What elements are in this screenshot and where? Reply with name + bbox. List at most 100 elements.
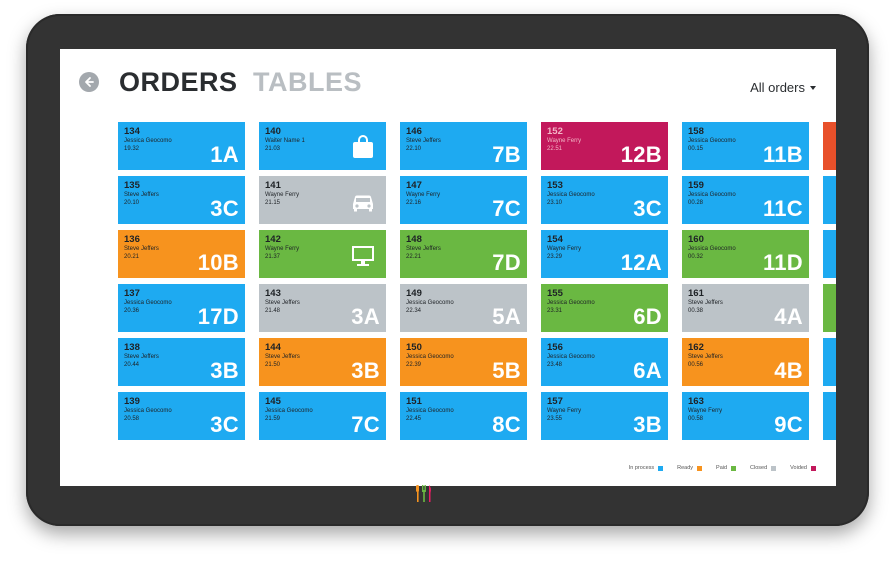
table-label: 8C <box>492 412 521 437</box>
order-tile-partial[interactable] <box>823 122 836 170</box>
order-tile[interactable]: 145 Jessica Geocomo 21.59 7C <box>259 392 386 440</box>
order-number: 146 <box>406 126 422 137</box>
order-tile[interactable]: 143 Steve Jeffers 21.48 3A <box>259 284 386 332</box>
order-tile-partial[interactable] <box>823 284 836 332</box>
order-tile[interactable]: 136 Steve Jeffers 20.21 10B <box>118 230 245 278</box>
order-tile[interactable]: 140 Waiter Name 1 21.03 <box>259 122 386 170</box>
order-tile-partial[interactable] <box>823 338 836 386</box>
status-legend: In process Ready Paid Closed Voided <box>629 465 816 471</box>
order-number: 136 <box>124 234 140 245</box>
order-time: 22.16 <box>406 200 422 206</box>
order-number: 157 <box>547 396 563 407</box>
order-time: 23.48 <box>547 362 563 368</box>
order-tile[interactable]: 162 Steve Jeffers 00.56 4B <box>682 338 809 386</box>
order-number: 159 <box>688 180 704 191</box>
waiter-name: Steve Jeffers <box>124 246 159 252</box>
table-label: 5A <box>492 304 521 329</box>
order-number: 144 <box>265 342 281 353</box>
order-tile[interactable]: 150 Jessica Geocomo 22.39 5B <box>400 338 527 386</box>
waiter-name: Jessica Geocomo <box>406 300 454 306</box>
order-tile[interactable]: 151 Jessica Geocomo 22.45 8C <box>400 392 527 440</box>
waiter-name: Jessica Geocomo <box>406 408 454 414</box>
order-tile[interactable]: 148 Steve Jeffers 22.21 7D <box>400 230 527 278</box>
order-tile-partial[interactable] <box>823 176 836 224</box>
order-time: 21.59 <box>265 416 281 422</box>
table-label: 7C <box>351 412 380 437</box>
tab-tables[interactable]: TABLES <box>253 67 362 97</box>
waiter-name: Jessica Geocomo <box>688 192 736 198</box>
order-tile[interactable]: 159 Jessica Geocomo 00.28 11C <box>682 176 809 224</box>
order-tile[interactable]: 144 Steve Jeffers 21.50 3B <box>259 338 386 386</box>
waiter-name: Steve Jeffers <box>406 246 441 252</box>
order-tile[interactable]: 160 Jessica Geocomo 00.32 11D <box>682 230 809 278</box>
order-time: 22.10 <box>406 146 422 152</box>
waiter-name: Wayne Ferry <box>265 246 300 252</box>
order-tile[interactable]: 134 Jessica Geocomo 19.32 1A <box>118 122 245 170</box>
waiter-name: Steve Jeffers <box>406 138 441 144</box>
table-label: 4B <box>774 358 803 383</box>
orders-filter-dropdown[interactable]: All orders <box>750 80 816 95</box>
table-label: 3A <box>351 304 380 329</box>
order-tile[interactable]: 154 Wayne Ferry 23.29 12A <box>541 230 668 278</box>
waiter-name: Wayne Ferry <box>406 192 441 198</box>
table-label: 3C <box>210 196 239 221</box>
table-label: 11D <box>762 250 803 275</box>
order-tile[interactable]: 155 Jessica Geocomo 23.31 6D <box>541 284 668 332</box>
order-time: 21.50 <box>265 362 281 368</box>
order-time: 20.10 <box>124 200 140 206</box>
order-tile[interactable]: 149 Jessica Geocomo 22.34 5A <box>400 284 527 332</box>
order-time: 21.37 <box>265 254 281 260</box>
legend-label: Paid <box>716 465 728 471</box>
monitor-icon <box>350 242 376 268</box>
order-time: 00.32 <box>688 254 704 260</box>
order-tile-partial[interactable] <box>823 230 836 278</box>
tab-orders[interactable]: ORDERS <box>119 67 238 97</box>
table-label: 12A <box>620 250 662 275</box>
order-tile[interactable]: 146 Steve Jeffers 22.10 7B <box>400 122 527 170</box>
order-tile[interactable]: 135 Steve Jeffers 20.10 3C <box>118 176 245 224</box>
legend-item: Voided <box>790 465 816 471</box>
order-tile[interactable]: 142 Wayne Ferry 21.37 <box>259 230 386 278</box>
order-tile[interactable]: 157 Wayne Ferry 23.55 3B <box>541 392 668 440</box>
order-tile[interactable]: 147 Wayne Ferry 22.16 7C <box>400 176 527 224</box>
order-time: 22.34 <box>406 308 422 314</box>
order-time: 00.28 <box>688 200 704 206</box>
table-label: 10B <box>197 250 239 275</box>
order-tile[interactable]: 152 Wayne Ferry 22.51 12B <box>541 122 668 170</box>
table-label: 17D <box>197 304 239 329</box>
waiter-name: Waiter Name 1 <box>265 138 305 144</box>
order-tile[interactable]: 141 Wayne Ferry 21.15 <box>259 176 386 224</box>
back-button[interactable] <box>79 72 99 92</box>
order-tile[interactable]: 139 Jessica Geocomo 20.58 3C <box>118 392 245 440</box>
order-tile[interactable]: 158 Jessica Geocomo 00.15 11B <box>682 122 809 170</box>
order-number: 151 <box>406 396 422 407</box>
order-time: 21.48 <box>265 308 281 314</box>
waiter-name: Jessica Geocomo <box>547 300 595 306</box>
order-tile[interactable]: 163 Wayne Ferry 00.58 9C <box>682 392 809 440</box>
order-tile-partial[interactable] <box>823 392 836 440</box>
order-number: 156 <box>547 342 563 353</box>
order-tile[interactable]: 137 Jessica Geocomo 20.36 17D <box>118 284 245 332</box>
table-label: 3B <box>633 412 662 437</box>
table-label: 11B <box>762 142 803 167</box>
waiter-name: Wayne Ferry <box>547 246 582 252</box>
legend-label: Closed <box>750 465 768 471</box>
order-number: 137 <box>124 288 140 299</box>
order-number: 139 <box>124 396 140 407</box>
order-time: 21.03 <box>265 146 281 152</box>
legend-label: Voided <box>790 465 807 471</box>
legend-item: Closed <box>750 465 777 471</box>
order-number: 142 <box>265 234 281 245</box>
order-time: 23.55 <box>547 416 563 422</box>
order-tile[interactable]: 156 Jessica Geocomo 23.48 6A <box>541 338 668 386</box>
order-number: 138 <box>124 342 140 353</box>
order-number: 143 <box>265 288 281 299</box>
legend-swatch <box>811 465 816 471</box>
order-tile[interactable]: 153 Jessica Geocomo 23.10 3C <box>541 176 668 224</box>
order-tile[interactable]: 138 Steve Jeffers 20.44 3B <box>118 338 245 386</box>
table-label: 6D <box>633 304 662 329</box>
table-label: 4A <box>774 304 803 329</box>
order-tile[interactable]: 161 Steve Jeffers 00.38 4A <box>682 284 809 332</box>
shopping-bag-icon <box>350 134 376 160</box>
legend-label: Ready <box>677 465 694 471</box>
